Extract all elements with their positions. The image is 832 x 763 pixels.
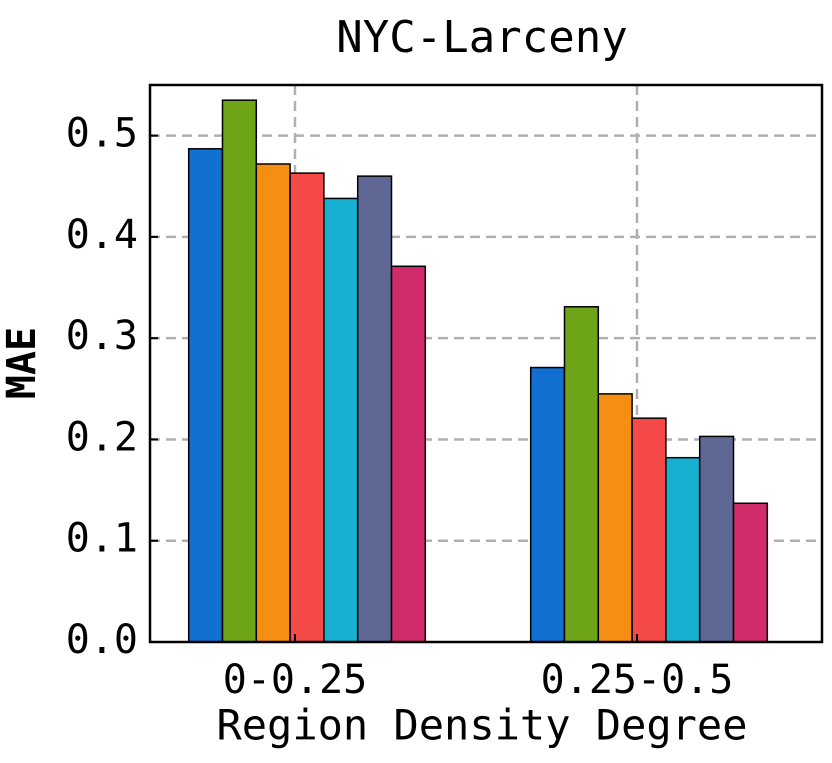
bar: [255, 163, 291, 643]
y-tick-label: 0.5: [66, 111, 138, 157]
y-axis-label: MAE: [0, 327, 45, 399]
bar: [187, 148, 224, 643]
x-tick-label: 0.25-0.5: [541, 657, 734, 703]
y-tick-label: 0.0: [66, 617, 138, 663]
bar: [289, 172, 325, 643]
bar: [390, 265, 427, 643]
bar: [732, 502, 769, 643]
bar: [221, 99, 258, 643]
y-tick-label: 0.4: [66, 212, 138, 258]
chart-title: NYC-Larceny: [336, 12, 627, 63]
bar: [563, 306, 600, 643]
bar: [698, 435, 735, 643]
bar: [597, 393, 633, 643]
x-tick-label: 0-0.25: [223, 657, 368, 703]
y-tick-label: 0.2: [66, 414, 138, 460]
bar: [529, 366, 566, 643]
bar: [323, 197, 359, 643]
plot-frame: [148, 83, 824, 644]
y-tick-label: 0.1: [66, 516, 138, 562]
y-tick-label: 0.3: [66, 313, 138, 359]
bar: [631, 417, 667, 643]
bar: [665, 456, 701, 643]
x-axis-label: Region Density Degree: [216, 701, 747, 750]
bar: [356, 175, 393, 643]
